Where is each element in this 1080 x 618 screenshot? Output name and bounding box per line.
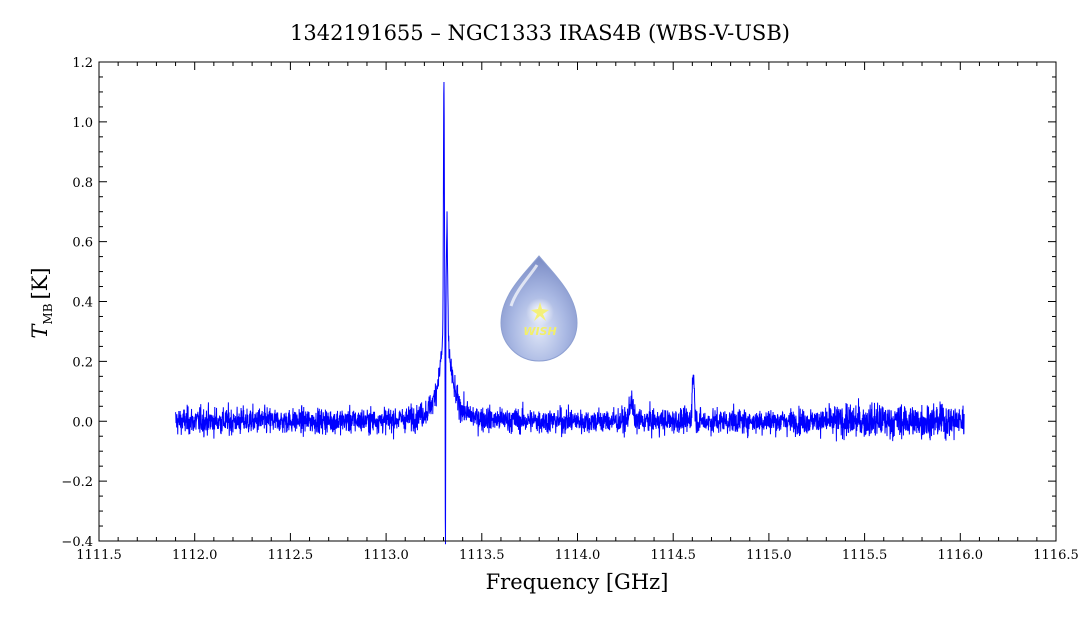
y-tick-label: 0.0 (72, 415, 93, 430)
y-axis-label: TMB [K] (28, 267, 55, 338)
logo-text: WISH (523, 325, 556, 338)
x-axis: 1111.5 1112.0 1112.5 1113.0 1113.5 1114.0 1114… (76, 62, 1079, 563)
svg-text:TMB[K]: TMB [K] (28, 267, 55, 338)
x-tick-label: 1116.5 (1033, 548, 1079, 563)
y-tick-label: −0.4 (61, 535, 93, 550)
plot-frame (98, 61, 1057, 542)
x-axis-label: Frequency [GHz] (486, 570, 669, 594)
x-tick-label: 1113.0 (363, 548, 409, 563)
plot-area (175, 82, 965, 545)
y-label-subscript: MB (41, 303, 55, 324)
x-tick-label: 1115.0 (746, 548, 792, 563)
y-tick-label: 0.4 (72, 296, 93, 311)
y-label-unit: [K] (28, 267, 52, 299)
x-tick-label: 1112.0 (172, 548, 218, 563)
chart-title: 1342191655 – NGC1333 IRAS4B (WBS-V-USB) (290, 21, 790, 45)
x-tick-label: 1113.5 (459, 548, 505, 563)
y-tick-label: 1.2 (72, 56, 93, 71)
wish-drop-logo: WISH (500, 255, 578, 362)
x-tick-label: 1114.5 (650, 548, 696, 563)
x-tick-label: 1116.0 (938, 548, 984, 563)
x-tick-label: 1115.5 (842, 548, 888, 563)
y-tick-label: 1.0 (72, 116, 93, 131)
x-tick-label: 1112.5 (268, 548, 314, 563)
y-tick-label: 0.8 (72, 176, 93, 191)
y-label-symbol: T (28, 323, 52, 339)
x-tick-label: 1114.0 (555, 548, 601, 563)
y-axis: 1.2 1.0 0.8 0.6 0.4 0.2 0.0 −0.2 −0.4 (61, 56, 1056, 550)
spectrum-series-line (175, 82, 965, 545)
y-tick-label: 0.2 (72, 355, 93, 370)
y-tick-label: −0.2 (61, 475, 93, 490)
star-icon (531, 302, 549, 321)
y-tick-label: 0.6 (72, 236, 93, 251)
x-tick-label: 1111.5 (76, 548, 122, 563)
